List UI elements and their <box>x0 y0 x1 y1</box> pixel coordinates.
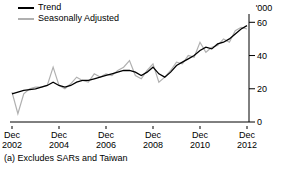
svg-text:Dec2002: Dec2002 <box>8 130 22 150</box>
svg-text:60: 60 <box>257 18 267 28</box>
svg-text:Dec2006: Dec2006 <box>96 130 116 150</box>
svg-text:Dec2012: Dec2012 <box>237 130 257 150</box>
svg-text:Dec2004: Dec2004 <box>49 130 69 150</box>
html-text:Seasonally Adjusted: Seasonally Adjusted <box>38 13 120 23</box>
svg-text:Dec2010: Dec2010 <box>190 130 210 150</box>
svg-text:40: 40 <box>257 51 267 61</box>
svg-text:'000: '000 <box>256 3 273 13</box>
html-text:Trend: Trend <box>38 2 62 12</box>
svg-text:20: 20 <box>257 84 267 94</box>
svg-text:Dec2008: Dec2008 <box>143 130 163 150</box>
svg-text:0: 0 <box>257 117 262 127</box>
html-text:(a) Excludes SARs and Taiwan: (a) Excludes SARs and Taiwan <box>4 153 128 163</box>
